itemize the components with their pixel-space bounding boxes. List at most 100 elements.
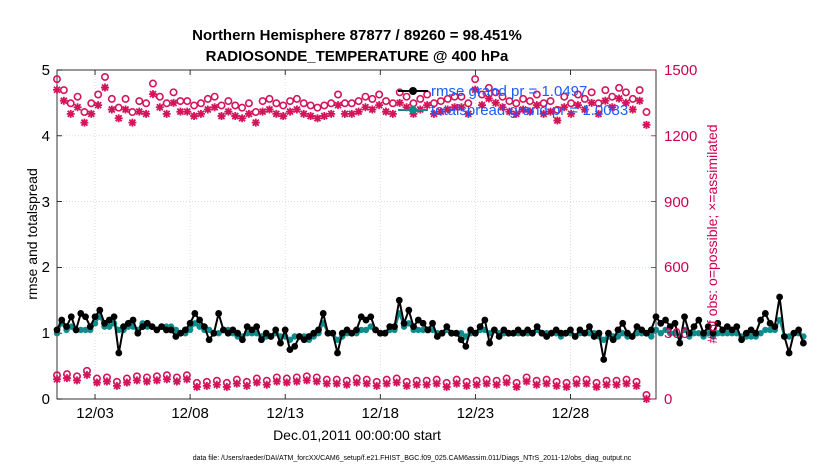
obs-possible-marker [107, 94, 116, 103]
rmse-point [562, 329, 570, 337]
rmse-point [91, 313, 99, 321]
rmse-point [557, 329, 565, 337]
obs-possible-marker [525, 97, 534, 106]
rmse-point [462, 342, 470, 350]
obs-possible-marker [217, 101, 226, 110]
obs-possible-marker [484, 83, 493, 92]
rmse-point [738, 336, 745, 344]
rmse-point [353, 326, 360, 334]
x-axis-label: Dec.01,2011 00:00:00 start [273, 427, 441, 443]
obs-assimilated-marker [491, 98, 500, 107]
totalspread-point [705, 330, 712, 337]
obs-assimilated-low-marker [392, 378, 401, 387]
rmse-point [719, 326, 726, 334]
rmse-point [191, 310, 199, 317]
obs-possible-marker [231, 101, 240, 110]
obs-possible-marker [238, 103, 247, 112]
rmse-point [595, 329, 603, 337]
obs-possible-marker [567, 99, 576, 108]
rmse-point [210, 329, 218, 337]
obs-assimilated-low-marker [222, 382, 231, 391]
rmse-point [476, 323, 484, 331]
obs-assimilated-marker [546, 107, 555, 116]
obs-assimilated-low-marker [472, 380, 481, 389]
obs-possible-marker [327, 99, 336, 108]
rmse-point [647, 326, 655, 334]
rmse-point [519, 329, 527, 337]
rmse-point [219, 326, 227, 334]
rmse-point [329, 329, 337, 337]
rmse-point [790, 329, 798, 337]
rmse-point [205, 336, 213, 344]
obs-assimilated-marker [162, 109, 171, 118]
rmse-point [229, 326, 237, 334]
ytick-right-label: 300 [664, 325, 689, 342]
obs-possible-marker [580, 94, 589, 103]
totalspread-point [215, 330, 222, 337]
rmse-point [771, 323, 779, 331]
totalspread-point [77, 326, 84, 334]
xtick-label: 12/28 [552, 405, 590, 422]
obs-possible-marker [258, 97, 267, 106]
totalspread-point [714, 330, 722, 337]
rmse-point [372, 326, 379, 334]
obs-assimilated-marker [299, 109, 308, 118]
obs-assimilated-marker [142, 109, 151, 118]
obs-assimilated-marker [443, 105, 452, 114]
obs-assimilated-low-marker [312, 377, 321, 386]
obs-assimilated-marker [484, 94, 493, 103]
obs-possible-marker [354, 97, 363, 106]
obs-possible-marker [532, 90, 541, 99]
chart-subtitle: RADIOSONDE_TEMPERATURE @ 400 hPa [206, 48, 509, 65]
rmse-point [666, 323, 674, 331]
obs-assimilated-low-marker [162, 375, 171, 384]
obs-assimilated-marker [505, 107, 514, 116]
rmse-point [386, 323, 394, 331]
rmse-point [643, 329, 650, 337]
rmse-point [700, 329, 707, 337]
ytick-label: 2 [42, 259, 50, 276]
y-axis-left: 0 1 2 3 4 5 [42, 62, 50, 408]
rmse-point [780, 333, 788, 340]
rmse-point [586, 323, 593, 331]
totalspread-point [757, 330, 764, 337]
rmse-point [310, 329, 318, 337]
rmse-point [723, 323, 731, 331]
obs-assimilated-low-marker [92, 378, 101, 387]
obs-assimilated-marker [244, 109, 253, 118]
rmse-point [324, 329, 332, 337]
rmse-point [662, 316, 669, 324]
obs-assimilated-low-marker [372, 381, 381, 390]
rmse-point [258, 336, 265, 344]
totalspread-point [172, 326, 180, 334]
chart-title: Northern Hemisphere 87877 / 89260 = 98.4… [192, 27, 522, 44]
obs-possible-marker [244, 99, 253, 108]
rmse-point [86, 323, 94, 331]
obs-assimilated-marker [320, 112, 329, 121]
rmse-point [96, 306, 104, 314]
rmse-point [82, 313, 89, 321]
rmse-point [414, 316, 422, 324]
obs-assimilated-low-marker [582, 379, 591, 388]
obs-possible-marker [73, 92, 82, 101]
obs-assimilated-marker [258, 107, 267, 116]
obs-assimilated-low-marker [62, 374, 71, 383]
obs-possible-marker [642, 108, 651, 117]
rmse-point [543, 333, 551, 340]
rmse-point [305, 333, 313, 340]
obs-assimilated-marker [573, 101, 582, 110]
obs-possible-marker [142, 99, 151, 108]
ytick-label: 0 [42, 391, 50, 408]
rmse-point [77, 310, 85, 317]
ytick-label: 5 [42, 62, 50, 79]
rmse-point [795, 326, 803, 334]
obs-possible-marker [436, 97, 445, 106]
obs-assimilated-marker [471, 85, 480, 94]
obs-assimilated-low-marker [82, 370, 91, 379]
rmse-point [215, 310, 223, 317]
obs-possible-marker [155, 92, 164, 101]
totalspread-point [419, 326, 427, 334]
obs-assimilated-marker [347, 109, 356, 118]
obs-possible-marker [512, 99, 521, 108]
